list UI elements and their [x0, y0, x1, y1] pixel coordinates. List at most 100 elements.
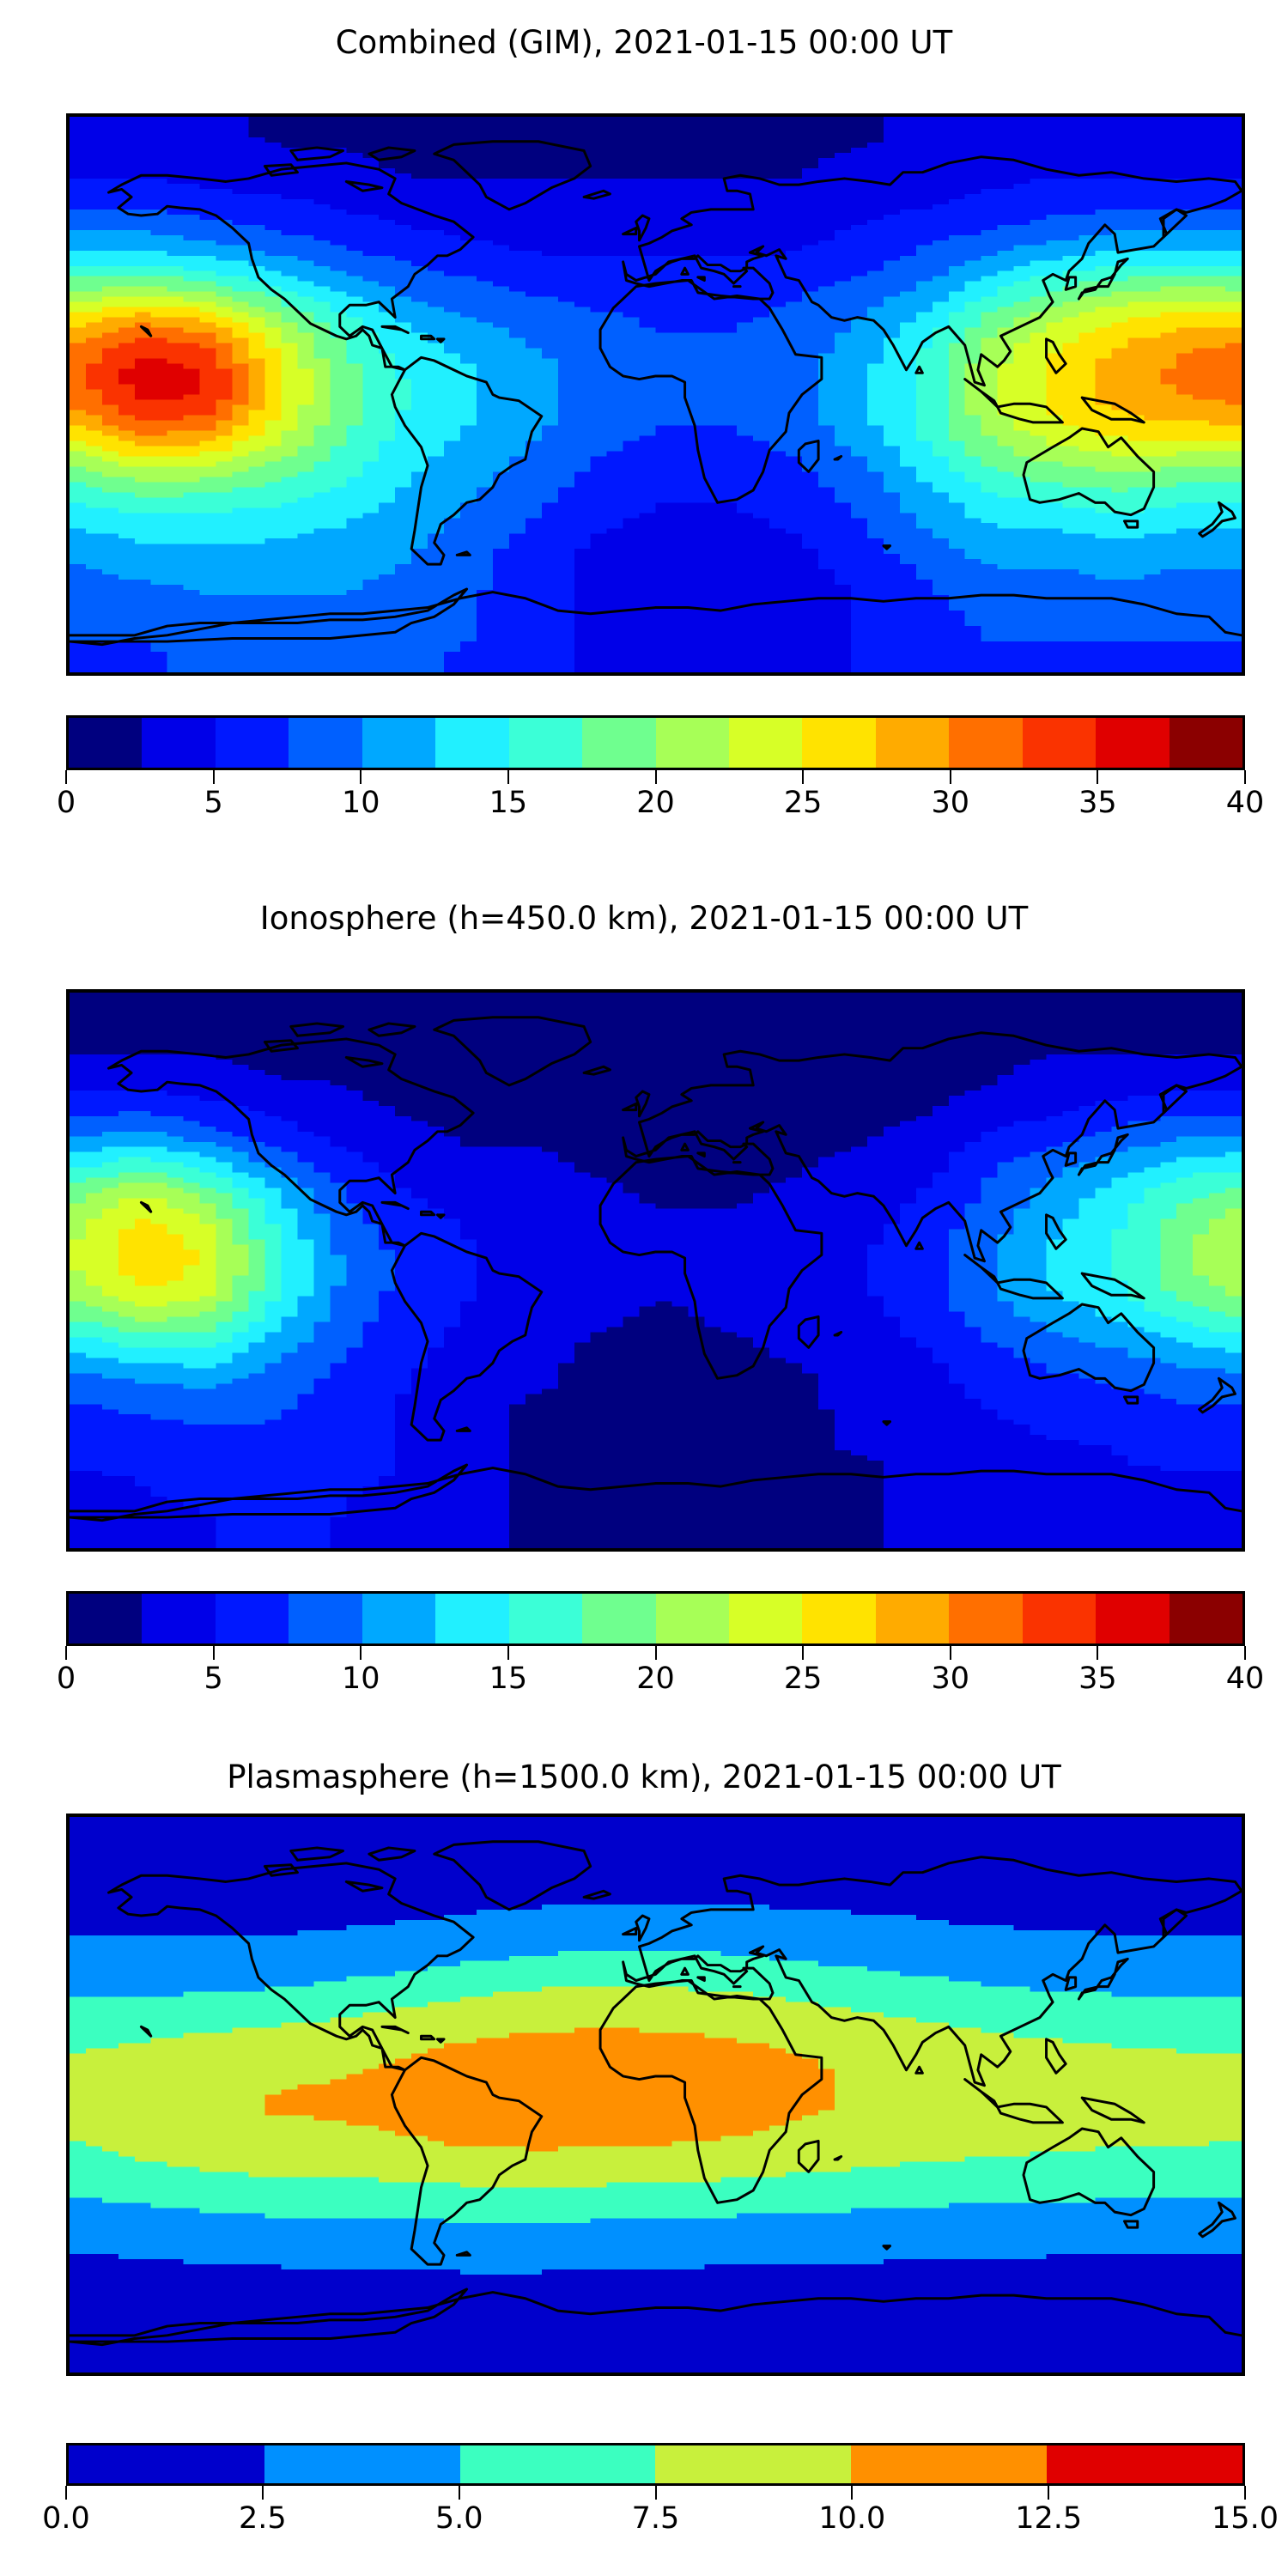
colorbar-band — [69, 2445, 264, 2483]
map-plasmasphere-canvas — [70, 1817, 1242, 2372]
colorbar-tick — [507, 1646, 509, 1660]
colorbar-band — [1047, 2445, 1242, 2483]
colorbar-tick — [851, 2486, 854, 2500]
colorbar-plasmasphere-bar — [66, 2443, 1245, 2486]
panel-combined-title: Combined (GIM), 2021-01-15 00:00 UT — [335, 24, 953, 61]
colorbar-band — [1169, 718, 1242, 768]
map-ionosphere — [66, 989, 1245, 1552]
colorbar-combined-bar — [66, 715, 1245, 770]
coastline-path — [70, 1016, 1242, 1522]
contour-band — [70, 1110, 1242, 1425]
colorbar-band — [1169, 1594, 1242, 1643]
colorbar-band — [1096, 718, 1170, 768]
colorbar-ionosphere: 0 5 10 15 20 25 30 35 40 — [57, 1591, 1264, 1696]
colorbar-band — [802, 1594, 876, 1643]
coastline-path — [70, 140, 1242, 647]
contour-band — [70, 1198, 1242, 1307]
colorbar-band — [655, 718, 729, 768]
colorbar-tick — [360, 1646, 362, 1660]
colorbar-band — [508, 718, 583, 768]
colorbar-tick — [1097, 1646, 1099, 1660]
colorbar-band — [459, 2445, 656, 2483]
colorbar-ionosphere-bar — [66, 1591, 1245, 1646]
coastlines-combined — [70, 140, 1242, 647]
colorbar-tick — [360, 770, 362, 784]
colorbar-band — [289, 1594, 362, 1643]
contour-fill-plasmasphere — [70, 1817, 1242, 2372]
colorbar-plasmasphere-labels: 0.0 2.5 5.0 7.5 10.0 12.5 15.0 — [42, 2501, 1279, 2539]
coastlines-plasmasphere — [70, 1840, 1242, 2347]
colorbar-tick-label: 5 — [204, 786, 223, 820]
colorbar-tick — [65, 1646, 67, 1660]
colorbar-band — [69, 718, 143, 768]
colorbar-tick-label: 20 — [636, 786, 675, 820]
colorbar-tick-label: 0 — [56, 1662, 76, 1696]
contour-fill-combined — [70, 117, 1242, 672]
colorbar-tick — [654, 1646, 657, 1660]
panel-ionosphere: Ionosphere (h=450.0 km), 2021-01-15 00:0… — [0, 876, 1288, 1717]
contour-band — [118, 1218, 200, 1286]
colorbar-tick — [654, 770, 657, 784]
colorbar-tick-label: 25 — [783, 1662, 823, 1696]
colorbar-tick-label: 10 — [341, 1662, 380, 1696]
colorbar-tick-label: 30 — [931, 786, 970, 820]
colorbar-band — [582, 1594, 656, 1643]
coastline-path — [70, 1840, 1242, 2347]
colorbar-band — [1096, 1594, 1170, 1643]
colorbar-band — [508, 1594, 583, 1643]
colorbar-tick-label: 10 — [341, 786, 380, 820]
colorbar-tick — [458, 2486, 460, 2500]
colorbar-tick — [1097, 770, 1099, 784]
colorbar-band — [851, 2445, 1048, 2483]
colorbar-band — [949, 718, 1023, 768]
colorbar-tick — [949, 770, 951, 784]
colorbar-tick-label: 15 — [489, 786, 528, 820]
colorbar-tick — [65, 770, 67, 784]
colorbar-band — [142, 718, 216, 768]
colorbar-tick-label: 40 — [1225, 1662, 1265, 1696]
colorbar-band — [69, 1594, 143, 1643]
colorbar-tick-label: 30 — [931, 1662, 970, 1696]
map-combined-canvas — [70, 117, 1242, 672]
colorbar-plasmasphere: 0.0 2.5 5.0 7.5 10.0 12.5 15.0 — [42, 2443, 1279, 2546]
contour-band — [70, 312, 1242, 447]
colorbar-tick-label: 10.0 — [818, 2501, 886, 2536]
colorbar-tick — [507, 770, 509, 784]
colorbar-tick — [802, 1646, 805, 1660]
colorbar-tick-label: 0 — [56, 786, 76, 820]
colorbar-band — [875, 1594, 950, 1643]
colorbar-band — [949, 1594, 1023, 1643]
colorbar-tick — [212, 770, 215, 784]
panel-plasmasphere-title: Plasmasphere (h=1500.0 km), 2021-01-15 0… — [227, 1759, 1061, 1795]
colorbar-band — [728, 718, 803, 768]
contour-band — [70, 1182, 1242, 1322]
colorbar-tick-label: 12.5 — [1015, 2501, 1083, 2536]
colorbar-band — [361, 718, 436, 768]
coastlines-ionosphere — [70, 1016, 1242, 1522]
colorbar-tick — [949, 1646, 951, 1660]
colorbar-band — [435, 718, 509, 768]
contour-band — [118, 358, 200, 400]
colorbar-tick-label: 40 — [1225, 786, 1265, 820]
colorbar-tick-label: 35 — [1078, 786, 1117, 820]
colorbar-tick-label: 15 — [489, 1662, 528, 1696]
colorbar-tick-label: 2.5 — [238, 2501, 287, 2536]
panel-plasmasphere: Plasmasphere (h=1500.0 km), 2021-01-15 0… — [0, 1700, 1288, 2576]
colorbar-tick-label: 35 — [1078, 1662, 1117, 1696]
colorbar-tick — [65, 2486, 67, 2500]
map-plasmasphere — [66, 1814, 1245, 2376]
colorbar-tick-label: 25 — [783, 786, 823, 820]
colorbar-tick-label: 20 — [636, 1662, 675, 1696]
contour-fill-ionosphere — [70, 993, 1242, 1548]
colorbar-combined: 0 5 10 15 20 25 30 35 40 — [57, 715, 1264, 820]
colorbar-band — [1022, 718, 1097, 768]
colorbar-tick — [1244, 2486, 1246, 2500]
colorbar-band — [289, 718, 362, 768]
colorbar-tick — [261, 2486, 264, 2500]
colorbar-band — [435, 1594, 509, 1643]
colorbar-tick — [1048, 2486, 1050, 2500]
panel-combined: Combined (GIM), 2021-01-15 00:00 UT 0 5 10… — [0, 0, 1288, 841]
colorbar-tick — [1244, 770, 1246, 784]
colorbar-band — [264, 2445, 460, 2483]
